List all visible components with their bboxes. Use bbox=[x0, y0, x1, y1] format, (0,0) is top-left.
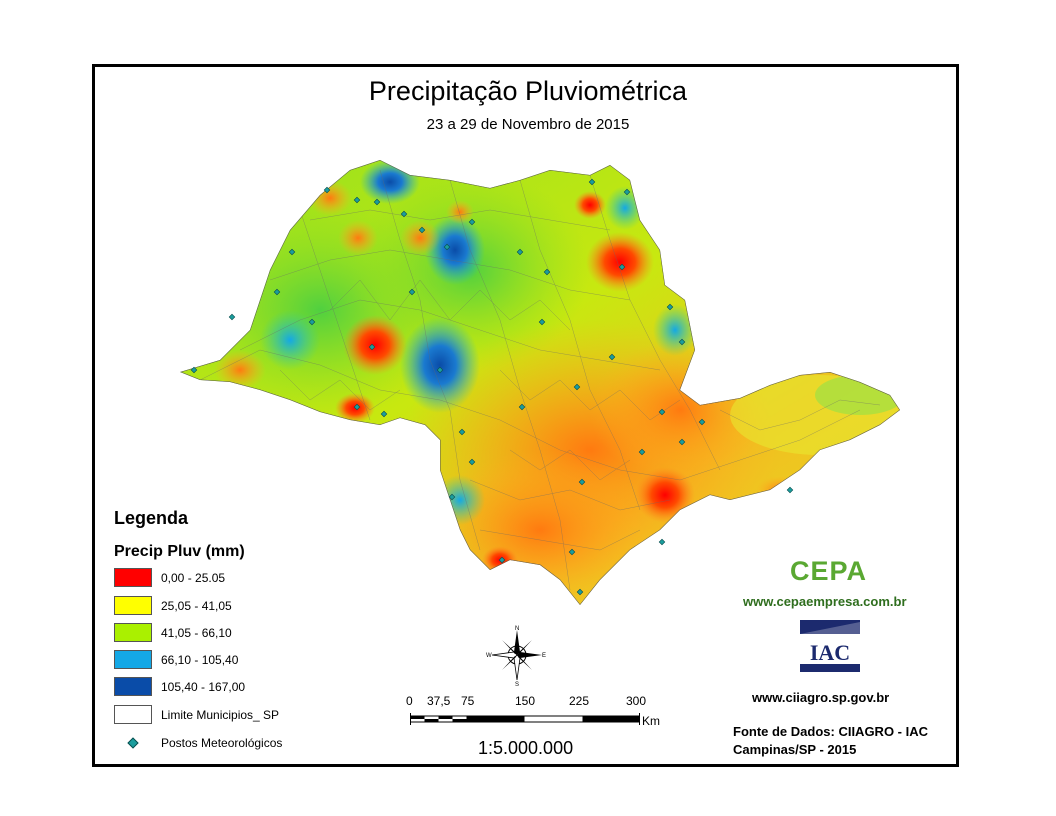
precipitation-map bbox=[180, 160, 900, 605]
scale-ratio: 1:5.000.000 bbox=[478, 738, 574, 758]
legend-swatch bbox=[114, 596, 152, 615]
compass-s: S bbox=[515, 682, 519, 686]
legend-label: Postos Meteorológicos bbox=[161, 736, 283, 750]
scale-tick-3: 150 bbox=[515, 694, 536, 708]
compass-e: E bbox=[542, 653, 546, 659]
iac-url[interactable]: www.ciiagro.sp.gov.br bbox=[752, 690, 890, 705]
scale-tick-0: 0 bbox=[406, 694, 413, 708]
scale-tick-1: 37,5 bbox=[427, 694, 451, 708]
map-subtitle: 23 a 29 de Novembro de 2015 bbox=[426, 116, 630, 133]
scale-tick-5: 300 bbox=[626, 694, 647, 708]
iac-logo-text: IAC bbox=[810, 640, 850, 665]
legend-label: 66,10 - 105,40 bbox=[161, 653, 239, 667]
legend-swatch bbox=[114, 568, 152, 587]
legend-label: 41,05 - 66,10 bbox=[161, 626, 232, 640]
legend-title: Legenda bbox=[114, 508, 189, 528]
legend-swatch bbox=[114, 677, 152, 696]
scale-unit: Km bbox=[642, 714, 660, 728]
legend-swatch bbox=[114, 650, 152, 669]
legend-swatch bbox=[114, 623, 152, 642]
cepa-logo: CEPA bbox=[790, 556, 868, 586]
legend-swatch bbox=[114, 705, 152, 724]
scale-tick-2: 75 bbox=[461, 694, 475, 708]
data-source-place: Campinas/SP - 2015 bbox=[733, 742, 857, 757]
data-source: Fonte de Dados: CIIAGRO - IAC bbox=[733, 724, 928, 739]
legend-label: Limite Municipios_ SP bbox=[161, 708, 280, 722]
iac-logo: IAC bbox=[800, 620, 860, 672]
cepa-url[interactable]: www.cepaempresa.com.br bbox=[743, 594, 907, 609]
compass-rose-icon: N S W E bbox=[486, 626, 546, 686]
compass-w: W bbox=[486, 653, 492, 659]
legend-label: 25,05 - 41,05 bbox=[161, 599, 232, 613]
scale-bar bbox=[410, 713, 640, 725]
legend-label: 105,40 - 167,00 bbox=[161, 680, 246, 694]
legend-subtitle: Precip Pluv (mm) bbox=[114, 543, 245, 560]
compass-n: N bbox=[515, 626, 519, 632]
legend-label: 0,00 - 25.05 bbox=[161, 571, 226, 585]
map-title: Precipitação Pluviométrica bbox=[368, 76, 688, 106]
scale-tick-4: 225 bbox=[569, 694, 590, 708]
